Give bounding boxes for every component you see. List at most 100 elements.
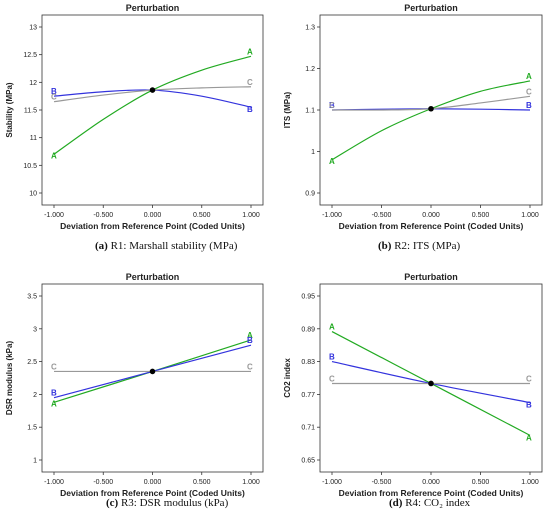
series-label-B-end: B — [247, 336, 253, 345]
series-label-B-end: B — [247, 105, 253, 114]
x-tick-label: -0.500 — [93, 479, 113, 486]
x-axis-label: Deviation from Reference Point (Coded Un… — [60, 488, 245, 498]
y-tick-label: 1.5 — [27, 425, 37, 432]
series-label-B-start: B — [51, 87, 57, 96]
series-label-A-end: A — [247, 47, 253, 56]
figure-caption: (b) R2: ITS (MPa) — [378, 240, 461, 252]
x-tick-label: 0.500 — [472, 212, 490, 219]
y-tick-label: 1 — [33, 458, 37, 465]
y-tick-label: 1 — [311, 149, 315, 156]
y-tick-label: 12.5 — [23, 52, 37, 59]
y-tick-label: 1.2 — [305, 66, 315, 73]
x-tick-label: 0.500 — [193, 212, 211, 219]
series-label-B-start: B — [51, 389, 57, 398]
y-axis-label: Stability (MPa) — [5, 82, 14, 137]
y-tick-label: 0.71 — [301, 425, 315, 432]
series-label-B-end: B — [526, 401, 532, 410]
series-label-C-start: C — [51, 93, 57, 102]
y-tick-label: 10.5 — [23, 163, 37, 170]
caption-text: R1: Marshall stability (MPa) — [108, 240, 238, 252]
x-tick-label: 1.000 — [521, 212, 539, 219]
y-tick-label: 0.77 — [301, 392, 315, 399]
series-label-B-start: B — [329, 353, 335, 362]
x-tick-label: 1.000 — [242, 212, 260, 219]
series-line-A — [53, 55, 252, 155]
y-tick-label: 1.1 — [305, 108, 315, 115]
chart-panel-1: Perturbation -1.000 -0.500 0.000 0.500 1.000 1… — [5, 3, 264, 252]
x-tick-label: 0.000 — [422, 212, 440, 219]
y-tick-label: 0.89 — [301, 326, 315, 333]
series-label-C-end: C — [247, 362, 253, 371]
series-label-A-end: A — [247, 331, 253, 340]
series-label-A-start: A — [51, 399, 57, 408]
reference-point — [149, 368, 156, 375]
y-tick-label: 12 — [29, 80, 37, 87]
x-tick-label: -1.000 — [322, 212, 342, 219]
series-label-C-start: C — [329, 101, 335, 110]
chart-panel-4: Perturbation -1.000 -0.500 0.000 0.500 1.000 0… — [283, 272, 543, 509]
caption-text: R2: ITS (MPa) — [391, 240, 460, 252]
y-tick-label: 1.3 — [305, 25, 315, 32]
x-tick-label: -0.500 — [372, 479, 392, 486]
series-line-A — [331, 80, 531, 161]
y-tick-label: 11 — [30, 135, 37, 142]
x-tick-label: 0.500 — [193, 479, 211, 486]
x-tick-label: -1.000 — [44, 212, 64, 219]
x-tick-label: 0.000 — [144, 479, 162, 486]
series-label-A-start: A — [51, 151, 57, 160]
y-tick-label: 13 — [29, 25, 37, 32]
y-tick-label: 3 — [33, 326, 37, 333]
series-label-C-start: C — [51, 362, 57, 371]
caption-text: R4: CO₂ index — [402, 497, 470, 509]
figure-caption: (d) R4: CO₂ index — [389, 497, 471, 509]
series-label-B-start: B — [329, 101, 335, 110]
x-tick-label: -1.000 — [44, 479, 64, 486]
chart-panel-3: Perturbation -1.000 -0.500 0.000 0.500 1.000 1… — [5, 272, 264, 509]
series-label-B-end: B — [526, 101, 532, 110]
x-tick-label: 1.000 — [242, 479, 260, 486]
caption-letter: (c) — [106, 497, 119, 509]
series-label-C-end: C — [526, 87, 532, 96]
figure-caption: (a) R1: Marshall stability (MPa) — [95, 240, 238, 252]
caption-letter: (d) — [389, 497, 403, 509]
x-axis-label: Deviation from Reference Point (Coded Un… — [339, 488, 524, 498]
series-label-C-end: C — [247, 78, 253, 87]
reference-point — [428, 380, 434, 387]
x-tick-label: -1.000 — [322, 479, 342, 486]
chart-title: Perturbation — [126, 272, 180, 282]
x-tick-label: 0.000 — [144, 212, 162, 219]
y-tick-label: 0.83 — [301, 359, 315, 366]
plot-frame — [41, 283, 264, 473]
plot-frame — [319, 283, 543, 473]
y-tick-label: 11.5 — [24, 108, 37, 115]
series-label-A-end: A — [526, 72, 532, 81]
chart-title: Perturbation — [404, 3, 458, 13]
series-label-C-end: C — [526, 374, 532, 383]
y-tick-label: 3.5 — [27, 294, 37, 301]
y-axis-label: ITS (MPa) — [283, 91, 292, 128]
chart-title: Perturbation — [126, 3, 180, 13]
series-label-A-start: A — [329, 323, 335, 332]
y-axis-label: DSR modulus (kPa) — [5, 341, 14, 416]
x-tick-label: -0.500 — [93, 212, 113, 219]
x-tick-label: 1.000 — [521, 479, 539, 486]
chart-panel-2: Perturbation -1.000 -0.500 0.000 0.500 1.000 0… — [283, 3, 543, 252]
x-axis-label: Deviation from Reference Point (Coded Un… — [60, 221, 245, 231]
reference-point — [149, 87, 156, 93]
caption-letter: (a) — [95, 240, 108, 252]
x-tick-label: 0.000 — [422, 479, 440, 486]
series-label-C-start: C — [329, 374, 335, 383]
x-tick-label: -0.500 — [372, 212, 392, 219]
series-label-A-start: A — [329, 157, 335, 166]
x-tick-label: 0.500 — [472, 479, 490, 486]
y-tick-label: 2 — [33, 392, 37, 399]
chart-title: Perturbation — [404, 272, 458, 282]
y-axis-label: CO2 index — [283, 358, 292, 398]
y-tick-label: 0.65 — [301, 458, 315, 465]
y-tick-label: 2.5 — [27, 359, 37, 366]
y-tick-label: 10 — [29, 191, 37, 198]
y-tick-label: 0.95 — [301, 294, 315, 301]
figure-caption: (c) R3: DSR modulus (kPa) — [106, 497, 229, 509]
caption-letter: (b) — [378, 240, 392, 252]
